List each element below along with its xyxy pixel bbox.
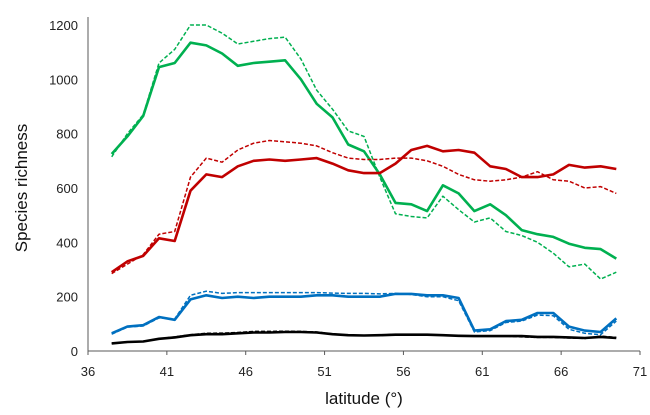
series-line-5 [111,292,618,335]
x-axis-title: latitude (°) [325,389,403,408]
series-line-4 [111,139,617,275]
x-tick-label: 56 [396,364,410,379]
axes [87,17,640,352]
tick-labels: 36 41 46 51 56 61 66 71 0 200 400 600 800 1000 1200 [49,18,647,379]
x-tick-label: 66 [554,364,568,379]
y-tick-label: 0 [71,344,78,359]
x-tick-label: 71 [633,364,647,379]
y-tick-label: 1000 [49,72,78,87]
series-line-2 [111,24,617,280]
x-tick-label: 51 [317,364,331,379]
series-line-1 [110,41,617,260]
y-axis-title: Species richness [12,124,31,253]
y-tick-label: 800 [56,127,78,142]
series-line-3 [110,144,617,274]
x-tick-label: 41 [160,364,174,379]
y-tick-label: 400 [56,235,78,250]
series-lines [110,24,618,345]
y-tick-label: 600 [56,181,78,196]
x-tick-label: 46 [238,364,252,379]
x-tick-label: 36 [81,364,95,379]
y-tick-label: 200 [56,290,78,305]
x-tick-label: 61 [475,364,489,379]
series-line-8 [111,330,617,345]
y-tick-label: 1200 [49,18,78,33]
